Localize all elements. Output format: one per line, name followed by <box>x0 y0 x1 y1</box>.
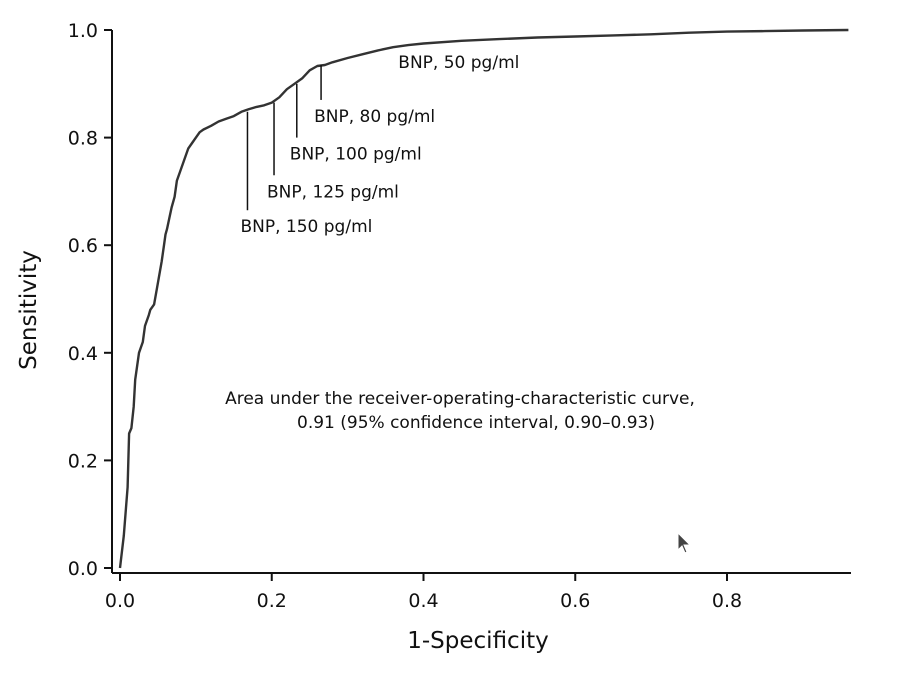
cutoff-annotations: BNP, 50 pg/ml BNP, 80 pg/ml BNP, 100 pg/ml… <box>240 53 519 237</box>
x-tick-label: 0.2 <box>257 590 287 612</box>
y-axis-title: Sensitivity <box>16 250 42 370</box>
roc-curve-line <box>118 28 849 569</box>
x-tick-label: 0.6 <box>560 590 590 612</box>
x-tick-label: 0.0 <box>105 590 135 612</box>
annotation-label: BNP, 50 pg/ml <box>398 53 519 73</box>
y-tick-label: 1.0 <box>68 20 98 42</box>
y-tick-label: 0.8 <box>68 128 98 150</box>
y-tick-label: 0.0 <box>68 558 98 580</box>
roc-curve-layer <box>118 28 849 569</box>
y-tick-label: 0.6 <box>68 235 98 257</box>
annotation-label: BNP, 80 pg/ml <box>314 107 435 127</box>
y-tick-label: 0.4 <box>68 343 98 365</box>
annotation-label: BNP, 125 pg/ml <box>267 182 399 202</box>
x-tick-label: 0.8 <box>712 590 742 612</box>
x-tick-label: 0.4 <box>408 590 438 612</box>
y-tick-label: 0.2 <box>68 450 98 472</box>
auc-text-line1: Area under the receiver-operating-charac… <box>225 389 695 409</box>
annotation-label: BNP, 150 pg/ml <box>240 217 372 237</box>
mouse-pointer-icon <box>677 532 692 554</box>
x-axis-title: 1-Specificity <box>407 628 548 654</box>
auc-text-line2: 0.91 (95% confidence interval, 0.90–0.93… <box>297 413 655 433</box>
axis-ticks: 0.0 0.2 0.4 0.6 0.8 1.0 0.0 0.2 0.4 0.6 0.8 <box>68 20 742 612</box>
axes <box>111 30 851 574</box>
annotation-label: BNP, 100 pg/ml <box>290 145 422 165</box>
